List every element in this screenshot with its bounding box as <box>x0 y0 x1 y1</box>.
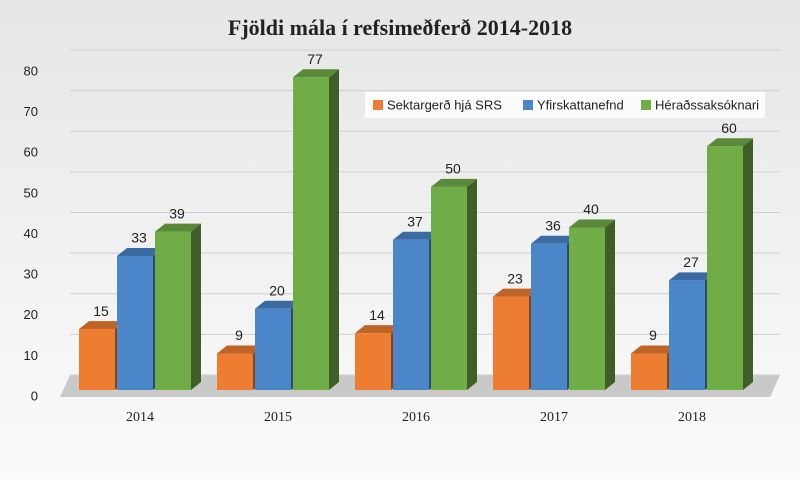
bar-top <box>631 345 677 354</box>
bar <box>707 146 743 390</box>
bar-top <box>431 178 477 187</box>
y-tick-label: 40 <box>24 226 38 241</box>
x-tick-label: 2017 <box>540 410 568 425</box>
bar <box>631 353 667 390</box>
x-tick-label: 2016 <box>402 410 430 425</box>
bar <box>117 255 153 390</box>
bar <box>669 280 705 390</box>
bar-top <box>669 272 715 281</box>
bar-side <box>605 219 615 390</box>
bar-top <box>293 69 339 78</box>
y-tick-label: 80 <box>24 63 38 78</box>
y-tick-label: 30 <box>24 267 38 282</box>
data-label: 27 <box>683 254 699 270</box>
bar <box>493 296 529 390</box>
x-tick-label: 2015 <box>264 410 292 425</box>
bar-side <box>743 138 753 390</box>
data-label: 9 <box>649 327 657 343</box>
bar-side <box>191 223 201 390</box>
legend-label: Héraðssaksóknari <box>655 97 759 112</box>
legend-swatch <box>641 100 651 110</box>
bar <box>393 239 429 390</box>
y-tick-label: 20 <box>24 307 38 322</box>
bar-top <box>531 235 577 244</box>
bar <box>255 308 291 390</box>
bar <box>293 77 329 390</box>
bar <box>431 186 467 390</box>
bar-top <box>707 138 753 147</box>
bar-top <box>569 219 615 228</box>
data-label: 33 <box>131 230 147 246</box>
bar <box>531 243 567 390</box>
y-tick-label: 50 <box>24 185 38 200</box>
bar-top <box>493 288 539 297</box>
bar-side <box>467 178 477 390</box>
bar-side <box>329 69 339 390</box>
bar-top <box>155 223 201 232</box>
bar <box>355 333 391 390</box>
data-label: 50 <box>445 161 461 177</box>
bar-top <box>217 345 263 354</box>
bar <box>569 227 605 390</box>
x-tick-label: 2018 <box>678 410 706 425</box>
legend-label: Sektargerð hjá SRS <box>387 97 502 112</box>
y-tick-label: 0 <box>31 388 38 403</box>
data-label: 20 <box>269 282 285 298</box>
bar <box>217 353 253 390</box>
bar-top <box>79 321 125 330</box>
chart-title: Fjöldi mála í refsimeðferð 2014-2018 <box>228 15 572 40</box>
data-label: 60 <box>721 120 737 136</box>
y-tick-label: 60 <box>24 145 38 160</box>
data-label: 37 <box>407 213 423 229</box>
legend-swatch <box>373 100 383 110</box>
legend-box <box>365 92 765 118</box>
data-label: 77 <box>307 51 323 67</box>
data-label: 14 <box>369 307 385 323</box>
data-label: 40 <box>583 201 599 217</box>
data-label: 36 <box>545 217 561 233</box>
data-label: 15 <box>93 303 109 319</box>
bar <box>155 231 191 390</box>
data-label: 9 <box>235 327 243 343</box>
legend-swatch <box>523 100 533 110</box>
data-label: 23 <box>507 270 523 286</box>
bar-top <box>255 300 301 309</box>
bar-top <box>355 325 401 334</box>
y-tick-label: 70 <box>24 104 38 119</box>
y-tick-label: 10 <box>24 348 38 363</box>
legend-label: Yfirskattanefnd <box>537 97 624 112</box>
bar-top <box>117 247 163 256</box>
bar <box>79 329 115 390</box>
bar-top <box>393 231 439 240</box>
x-tick-label: 2014 <box>126 410 154 425</box>
data-label: 39 <box>169 205 185 221</box>
